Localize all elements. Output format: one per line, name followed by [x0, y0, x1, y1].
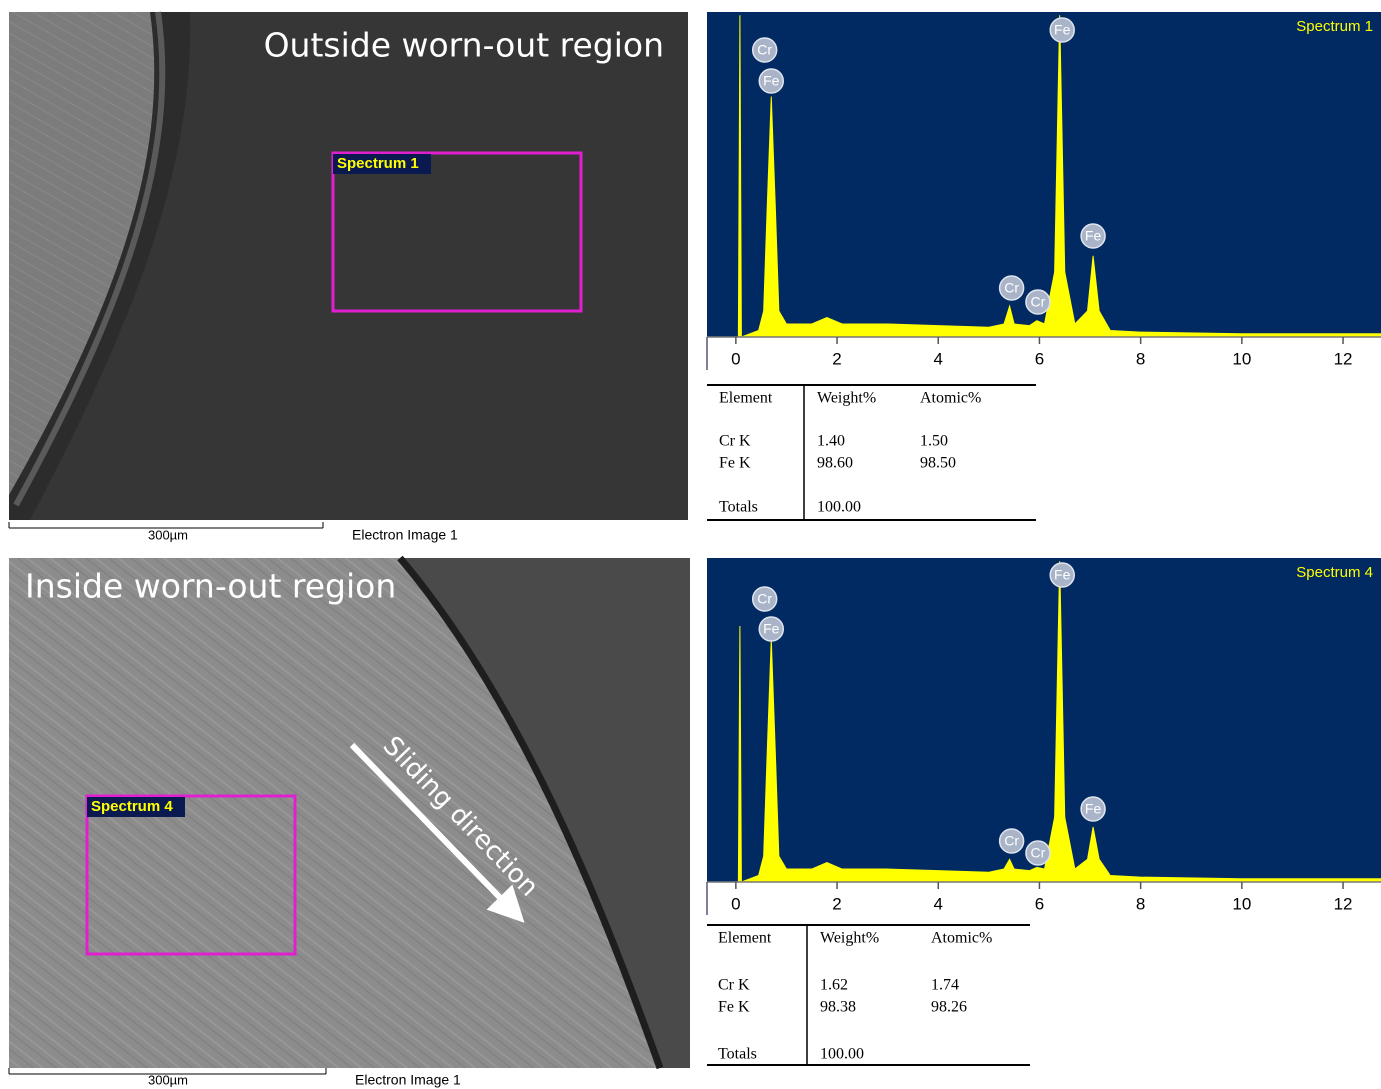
peak-label: Fe	[1085, 801, 1102, 817]
x-tick-label: 2	[832, 349, 841, 368]
peak-label: Fe	[1085, 228, 1102, 244]
spectrum-box-label: Spectrum 4	[91, 798, 173, 815]
x-tick-label: 0	[731, 894, 740, 913]
x-tick-label: 0	[731, 349, 740, 368]
sem-image	[9, 555, 690, 1070]
image-caption: Electron Image 1	[355, 1072, 461, 1088]
peak-marker	[998, 828, 1025, 854]
peak-marker	[1049, 17, 1075, 43]
peak-marker	[758, 616, 785, 642]
peak-label: Cr	[757, 591, 772, 607]
peak-label: Fe	[763, 621, 780, 637]
peak-label: Cr	[1031, 845, 1046, 861]
scale-bar-label: 300µm	[148, 527, 188, 542]
peak-marker	[751, 37, 778, 63]
peak-label: Cr	[1004, 833, 1019, 849]
peak-marker	[1025, 289, 1051, 315]
x-tick-label: 6	[1035, 349, 1044, 368]
peak-label: Fe	[1054, 567, 1071, 583]
spectrum-area	[735, 561, 1381, 883]
plot-area	[707, 12, 1381, 337]
peak-marker	[1049, 562, 1075, 588]
table-cell: Cr K	[719, 433, 751, 450]
spectrum-label: Spectrum 4	[1296, 564, 1373, 581]
table-header: Weight%	[820, 930, 879, 947]
table-cell: 98.26	[931, 999, 967, 1016]
table-header: Element	[718, 930, 772, 947]
x-tick-label: 12	[1334, 894, 1353, 913]
table-header: Element	[719, 390, 773, 407]
peak-marker	[758, 68, 785, 94]
table-cell: 100.00	[820, 1046, 864, 1063]
table-cell: 1.40	[817, 433, 845, 450]
peak-label: Cr	[1004, 280, 1019, 296]
x-tick-label: 10	[1232, 894, 1251, 913]
table-cell: 1.62	[820, 977, 848, 994]
sem-image	[9, 11, 688, 520]
x-tick-label: 4	[934, 349, 943, 368]
plot-area	[707, 558, 1381, 882]
table-cell: 98.50	[920, 455, 956, 472]
peak-marker	[1025, 840, 1051, 866]
table-header: Atomic%	[920, 390, 981, 407]
table-cell: Fe K	[718, 999, 750, 1016]
table-cell: Totals	[718, 1046, 757, 1063]
x-tick-label: 8	[1136, 894, 1145, 913]
table-cell: Totals	[719, 499, 758, 516]
peak-label: Fe	[1054, 22, 1071, 38]
peak-label: Cr	[1031, 294, 1046, 310]
peak-marker	[1080, 796, 1106, 822]
x-tick-label: 8	[1136, 349, 1145, 368]
x-tick-label: 4	[934, 894, 943, 913]
table-cell: 100.00	[817, 499, 861, 516]
x-tick-label: 10	[1232, 349, 1251, 368]
x-tick-label: 2	[832, 894, 841, 913]
spectrum-box-label: Spectrum 1	[337, 155, 419, 172]
peak-label: Cr	[757, 42, 772, 58]
table-cell: 1.50	[920, 433, 948, 450]
x-tick-label: 6	[1035, 894, 1044, 913]
spectrum-label: Spectrum 1	[1296, 18, 1373, 35]
peak-marker	[998, 275, 1025, 301]
table-header: Atomic%	[931, 930, 992, 947]
table-header: Weight%	[817, 390, 876, 407]
scale-bar-label: 300µm	[148, 1072, 188, 1087]
image-caption: Electron Image 1	[352, 527, 458, 543]
table-cell: Cr K	[718, 977, 750, 994]
table-cell: 98.60	[817, 455, 853, 472]
peak-label: Fe	[763, 73, 780, 89]
spectrum-area	[735, 15, 1381, 338]
peak-marker	[1080, 223, 1106, 249]
image-title: Outside worn-out region	[264, 26, 664, 65]
table-cell: Fe K	[719, 455, 751, 472]
table-cell: 1.74	[931, 977, 959, 994]
image-title: Inside worn-out region	[25, 567, 396, 606]
table-cell: 98.38	[820, 999, 856, 1016]
x-tick-label: 12	[1334, 349, 1353, 368]
peak-marker	[751, 586, 778, 612]
